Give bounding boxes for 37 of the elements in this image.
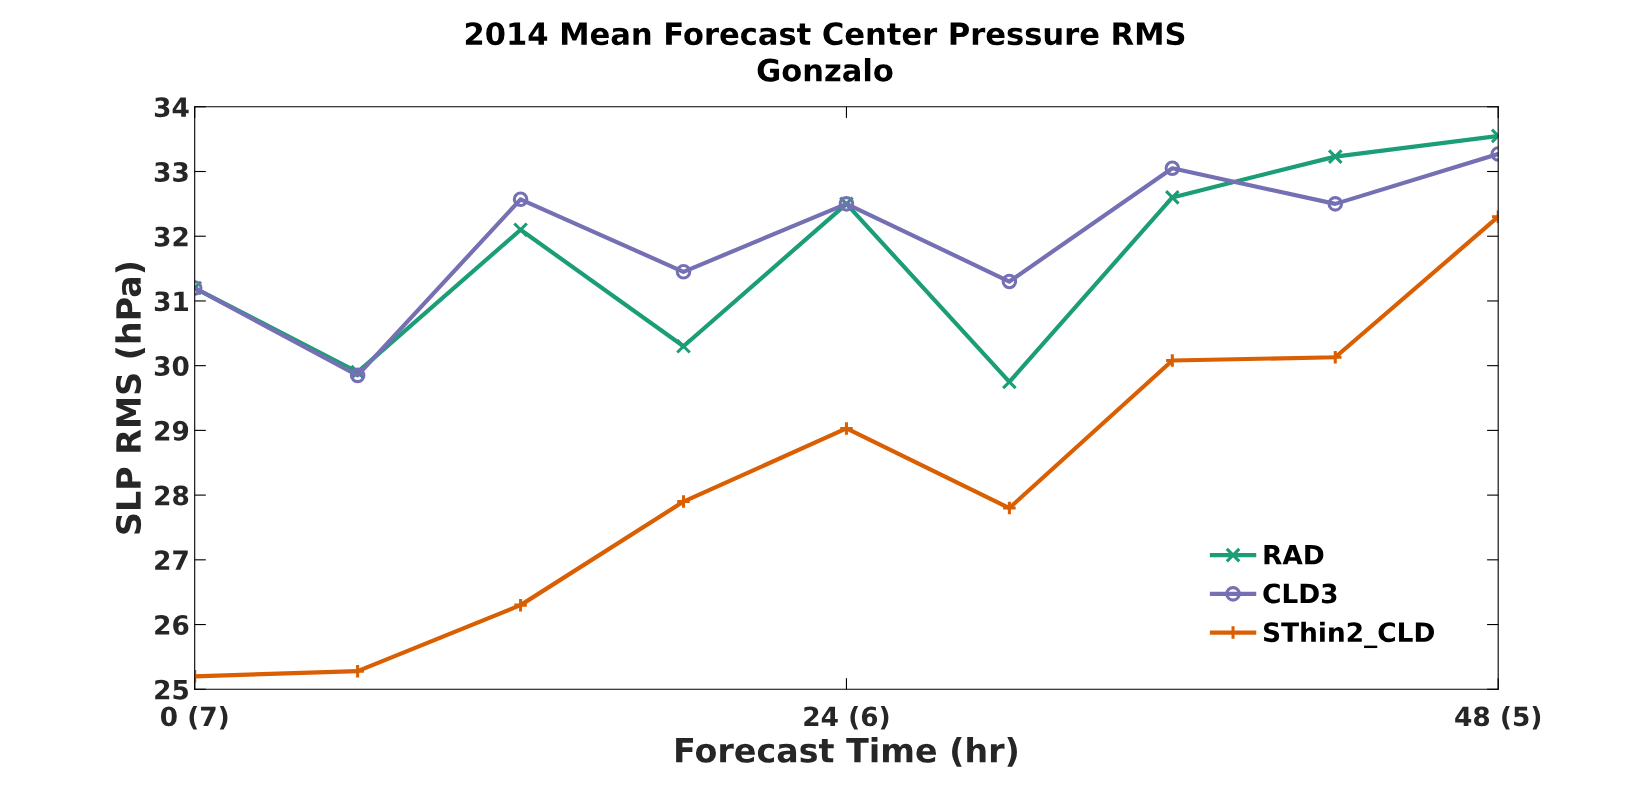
point <box>1327 349 1344 366</box>
legend-label: SThin2_CLD <box>1263 621 1434 649</box>
point <box>1001 374 1018 390</box>
x-tick-label: 24 (6) <box>804 705 889 730</box>
y-tick-label: 27 <box>155 550 188 570</box>
point <box>512 191 529 208</box>
y-tick-label: 29 <box>155 420 189 441</box>
point <box>675 493 692 510</box>
x-axis-title: Forecast Time (hr) <box>676 737 1017 767</box>
y-tick-label: 30 <box>154 356 189 377</box>
y-tick-label: 33 <box>154 161 188 182</box>
point <box>1327 148 1344 165</box>
y-tick-label: 28 <box>155 485 189 506</box>
y-tick-label: 34 <box>154 97 189 118</box>
x-tick-label: 0 (7) <box>160 705 228 730</box>
point <box>1327 196 1344 212</box>
y-tick-label: 26 <box>155 614 189 635</box>
y-tick-label: 31 <box>154 291 189 312</box>
point <box>1001 273 1018 290</box>
chart-title: 2014 Mean Forecast Center Pressure RMS <box>465 22 1185 46</box>
legend-label: CLD3 <box>1263 583 1337 604</box>
point <box>349 367 366 384</box>
y-axis-title: SLP RMS (hPa) <box>115 262 146 534</box>
point <box>675 338 692 355</box>
chart-subtitle: Gonzalo <box>757 58 893 82</box>
point <box>349 663 366 679</box>
point <box>675 264 692 280</box>
y-tick-label: 32 <box>154 226 188 247</box>
legend-label: RAD <box>1264 545 1324 565</box>
point <box>838 420 855 437</box>
point <box>512 597 529 613</box>
point <box>512 221 529 238</box>
point <box>1164 160 1181 177</box>
point <box>1164 189 1181 206</box>
x-tick-label: 48 (5) <box>1455 705 1541 730</box>
y-tick-label: 25 <box>155 679 188 700</box>
point <box>1001 500 1018 516</box>
